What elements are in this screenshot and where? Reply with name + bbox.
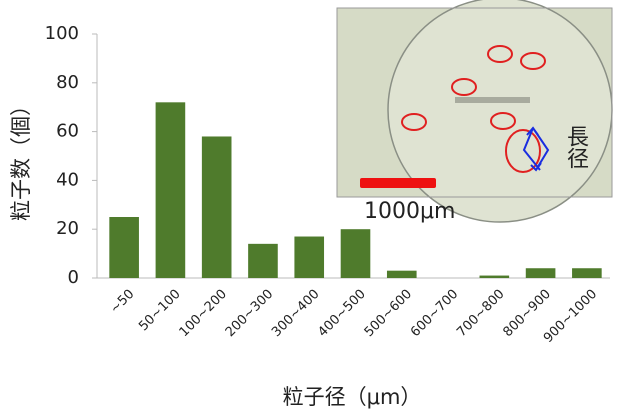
x-tick-label: 400~500 bbox=[315, 287, 368, 340]
y-axis-title: 粒子数（個） bbox=[9, 95, 33, 221]
scale-label: 1000μm bbox=[364, 199, 455, 224]
x-axis-title: 粒子径（μm） bbox=[283, 385, 422, 409]
y-tick-label: 100 bbox=[45, 23, 79, 44]
y-tick-label: 40 bbox=[56, 169, 79, 190]
y-tick-label: 20 bbox=[56, 218, 79, 239]
x-tick-label: 100~200 bbox=[177, 287, 230, 340]
photo-scale-marks bbox=[455, 97, 530, 103]
bar bbox=[341, 229, 371, 278]
y-tick-label: 0 bbox=[68, 267, 79, 288]
bar bbox=[248, 244, 278, 278]
bar bbox=[387, 271, 417, 278]
bar bbox=[202, 136, 232, 278]
x-tick-label: 500~600 bbox=[362, 287, 415, 340]
chart: 1000μm 長径 粒子径（μm） 粒子数（個） 0 20 40 60 80 100 ~50… bbox=[0, 0, 625, 412]
photo-field bbox=[388, 0, 612, 222]
x-tick-label: 600~700 bbox=[408, 287, 461, 340]
y-tick-label: 60 bbox=[56, 121, 79, 142]
bar bbox=[572, 268, 602, 278]
inset-photo: 1000μm 長径 bbox=[337, 0, 612, 224]
x-tick-label: ~50 bbox=[107, 287, 137, 317]
diameter-label: 長径 bbox=[563, 125, 589, 169]
x-tick-label: 700~800 bbox=[454, 287, 507, 340]
bar bbox=[156, 102, 186, 278]
bar bbox=[480, 276, 510, 278]
bar bbox=[294, 237, 324, 278]
x-tick-label: 300~400 bbox=[269, 287, 322, 340]
x-tick-label: 200~300 bbox=[223, 287, 276, 340]
bar bbox=[109, 217, 139, 278]
bar bbox=[526, 268, 556, 278]
scale-bar bbox=[360, 178, 436, 188]
y-tick-label: 80 bbox=[56, 72, 79, 93]
x-tick-label: 50~100 bbox=[136, 287, 184, 335]
